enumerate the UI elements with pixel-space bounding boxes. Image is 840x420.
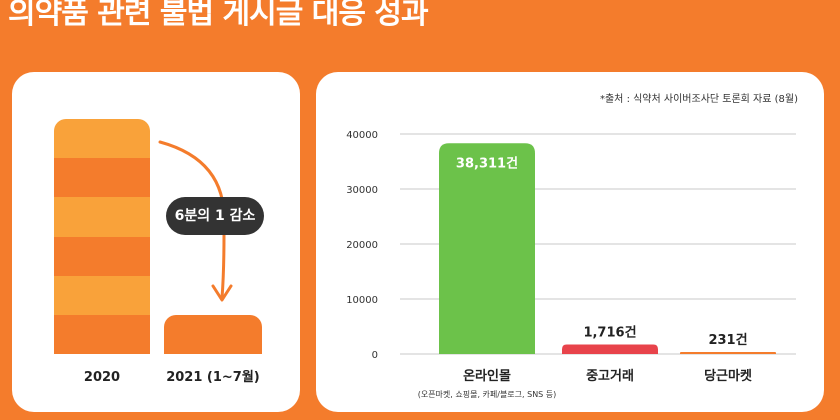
category-label: 중고거래 xyxy=(586,369,634,384)
category-label: 당근마켓 xyxy=(704,368,752,384)
year-label-2020: 2020 xyxy=(83,370,121,385)
y-tick-label: 10000 xyxy=(346,295,378,306)
category-note: (오픈마켓, 쇼핑몰, 카페/블로그, SNS 등) xyxy=(418,389,557,399)
y-tick-label: 20000 xyxy=(346,240,378,251)
y-tick-label: 40000 xyxy=(346,130,378,141)
y-tick-label: 0 xyxy=(372,350,378,361)
bar-2020 xyxy=(54,119,150,354)
bar-3 xyxy=(680,352,776,354)
bar-2 xyxy=(562,344,658,354)
category-label: 온라인몰 xyxy=(463,368,511,384)
bar-1 xyxy=(439,143,535,354)
y-tick-label: 30000 xyxy=(346,185,378,196)
decrease-callout: 6분의 1 감소 xyxy=(166,197,264,235)
bar-2021 xyxy=(164,315,262,354)
source-note: *출처 : 식약처 사이버조사단 토론회 자료 (8월) xyxy=(599,94,798,105)
comparison-card: 6분의 1 감소 2020 2021 (1~7월) xyxy=(12,72,300,412)
data-label: 231건 xyxy=(708,332,747,348)
page-title: 의약품 관련 불법 게시글 대응 성과 xyxy=(8,0,429,31)
chart-card: *출처 : 식약처 사이버조사단 토론회 자료 (8월) 0 10000 20000… xyxy=(316,72,824,412)
data-label: 38,311건 xyxy=(456,155,518,171)
data-label: 1,716건 xyxy=(583,325,636,341)
decrease-arrow-icon xyxy=(158,140,233,302)
year-label-2021: 2021 (1~7월) xyxy=(166,370,260,385)
